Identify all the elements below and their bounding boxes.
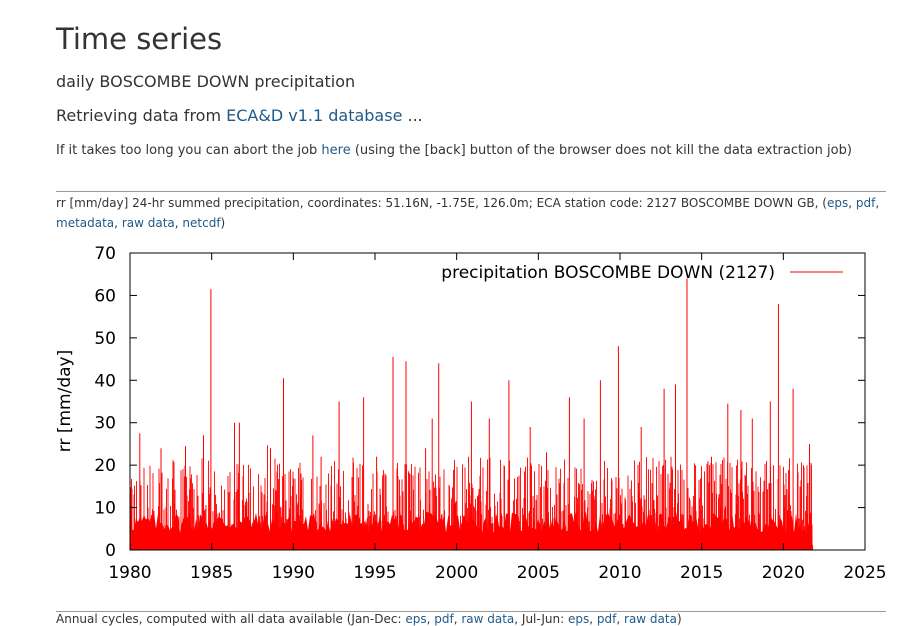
pdf-link[interactable]: pdf bbox=[855, 196, 876, 210]
abort-line: If it takes too long you can abort the j… bbox=[56, 143, 852, 158]
annual-pdf-link[interactable]: pdf bbox=[434, 612, 454, 626]
x-tick-label-2025: 2025 bbox=[843, 563, 886, 583]
caption-sep: , bbox=[114, 216, 122, 230]
annual-pdf2-link[interactable]: pdf bbox=[596, 612, 617, 626]
x-tick-label-1990: 1990 bbox=[272, 563, 315, 583]
retrieving-prefix: Retrieving data from bbox=[56, 106, 227, 125]
divider-bottom bbox=[56, 611, 886, 612]
y-tick-label-20: 20 bbox=[94, 456, 116, 476]
eps-link[interactable]: eps bbox=[826, 196, 849, 210]
annual-close: ) bbox=[676, 612, 682, 626]
y-tick-label-70: 70 bbox=[94, 244, 116, 264]
annual-sep: , bbox=[616, 612, 625, 626]
annual-raw-data-link[interactable]: raw data bbox=[461, 612, 515, 626]
netcdf-link[interactable]: netcdf bbox=[182, 216, 221, 230]
annual-raw-data2-link[interactable]: raw data bbox=[624, 612, 677, 626]
caption-close: ) bbox=[220, 216, 226, 230]
plot-frame bbox=[129, 252, 866, 551]
y-tick-label-0: 0 bbox=[105, 541, 116, 561]
chart-caption: rr [mm/day] 24-hr summed precipitation, … bbox=[56, 193, 886, 233]
annual-cycles-line: Annual cycles, computed with all data av… bbox=[56, 612, 682, 626]
y-tick-label-50: 50 bbox=[94, 329, 116, 349]
database-link[interactable]: ECA&D v1.1 database bbox=[226, 106, 403, 125]
legend-label: precipitation BOSCOMBE DOWN (2127) bbox=[441, 263, 775, 283]
annual-text: Annual cycles, computed with all data av… bbox=[56, 612, 406, 626]
y-axis-label: rr [mm/day] bbox=[55, 350, 75, 452]
divider-top bbox=[56, 191, 886, 192]
caption-sep: , bbox=[174, 216, 183, 230]
annual-eps2-link[interactable]: eps bbox=[568, 612, 590, 626]
raw-data-link[interactable]: raw data bbox=[121, 216, 175, 230]
y-tick-label-10: 10 bbox=[94, 499, 116, 519]
axis-ticks bbox=[129, 252, 866, 551]
page-subtitle: daily BOSCOMBE DOWN precipitation bbox=[56, 72, 356, 91]
x-tick-label-2000: 2000 bbox=[435, 563, 478, 583]
x-tick-label-2005: 2005 bbox=[517, 563, 560, 583]
abort-link[interactable]: here bbox=[321, 143, 351, 158]
y-tick-labels: 0 10 20 30 40 50 60 70 bbox=[94, 244, 116, 561]
caption-text: rr [mm/day] 24-hr summed precipitation, … bbox=[56, 196, 827, 210]
caption-sep: , bbox=[875, 196, 880, 210]
y-tick-label-60: 60 bbox=[94, 286, 116, 306]
x-tick-label-1995: 1995 bbox=[353, 563, 396, 583]
x-tick-label-1985: 1985 bbox=[190, 563, 233, 583]
abort-suffix: (using the [back] button of the browser … bbox=[350, 143, 852, 158]
annual-mid: , Jul-Jun: bbox=[514, 612, 568, 626]
y-tick-label-30: 30 bbox=[94, 414, 116, 434]
x-tick-label-2015: 2015 bbox=[680, 563, 723, 583]
precipitation-peaks bbox=[139, 278, 810, 550]
retrieving-line: Retrieving data from ECA&D v1.1 database… bbox=[56, 106, 423, 125]
metadata-link[interactable]: metadata bbox=[56, 216, 115, 230]
x-tick-labels: 1980 1985 1990 1995 2000 2005 2010 2015 2020 2025 bbox=[108, 563, 886, 583]
x-tick-label-2010: 2010 bbox=[598, 563, 641, 583]
x-tick-label-2020: 2020 bbox=[762, 563, 805, 583]
abort-prefix: If it takes too long you can abort the j… bbox=[56, 143, 322, 158]
x-tick-label-1980: 1980 bbox=[108, 563, 151, 583]
y-tick-label-40: 40 bbox=[94, 371, 116, 391]
page-title: Time series bbox=[56, 22, 223, 56]
annual-sep: , bbox=[589, 612, 597, 626]
annual-sep: , bbox=[426, 612, 435, 626]
annual-sep: , bbox=[453, 612, 462, 626]
retrieving-suffix: ... bbox=[402, 106, 423, 125]
annual-eps-link[interactable]: eps bbox=[405, 612, 427, 626]
caption-sep: , bbox=[848, 196, 856, 210]
